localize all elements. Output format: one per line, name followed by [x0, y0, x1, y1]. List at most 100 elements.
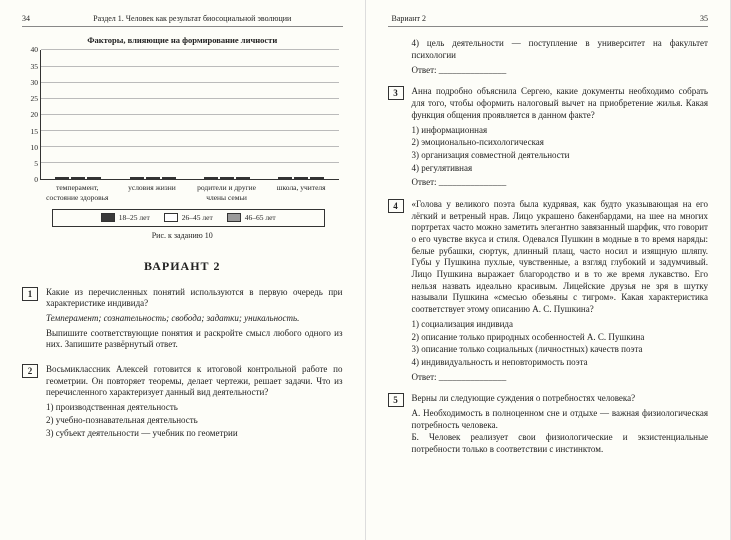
y-tick: 5 — [34, 159, 38, 169]
legend-label: 26–45 лет — [182, 213, 213, 223]
question-number-box: 4 — [388, 199, 404, 213]
question-number-box: 5 — [388, 393, 404, 407]
question-options: 1) социализация индивида 2) описание тол… — [412, 319, 709, 369]
bar — [220, 177, 234, 179]
question-options: 1) информационная 2) эмоционально-психол… — [412, 125, 709, 175]
question-4: 4 «Голова у великого поэта была кудрявая… — [388, 199, 709, 383]
legend-swatch — [227, 213, 241, 222]
y-tick: 0 — [34, 176, 38, 186]
option: 1) производственная деятельность — [46, 402, 343, 414]
question-body: «Голова у великого поэта была кудрявая, … — [412, 199, 709, 383]
bar — [278, 177, 292, 179]
question-body: Анна подробно объяснила Сергею, какие до… — [412, 86, 709, 189]
bar — [294, 177, 308, 179]
answer-line: Ответ: _______________ — [412, 372, 709, 384]
spacer — [388, 35, 404, 76]
question-number-box: 3 — [388, 86, 404, 100]
y-tick: 15 — [31, 127, 39, 137]
option: 1) социализация индивида — [412, 319, 709, 331]
question-text: Анна подробно объяснила Сергею, какие до… — [412, 86, 709, 121]
x-label: темперамент, состояние здоровья — [44, 183, 110, 203]
y-tick: 25 — [31, 94, 39, 104]
question-text: Какие из перечисленных понятий использую… — [46, 287, 343, 310]
question-2-cont: 4) цель деятельности — поступление в уни… — [388, 35, 709, 76]
question-body: Восьмиклассник Алексей готовится к итого… — [46, 364, 343, 440]
variant-title: ВАРИАНТ 2 — [22, 259, 343, 275]
page-number: 34 — [22, 14, 42, 24]
answer-line: Ответ: _______________ — [412, 177, 709, 189]
y-tick: 30 — [31, 78, 39, 88]
legend-item: 26–45 лет — [164, 213, 213, 223]
x-label: родители и другие члены семьи — [194, 183, 260, 203]
x-axis-labels: темперамент, состояние здоровья условия ж… — [40, 183, 339, 203]
answer-line: Ответ: _______________ — [412, 65, 709, 77]
question-options: 1) производственная деятельность 2) учеб… — [46, 402, 343, 439]
variant-label: Вариант 2 — [388, 14, 689, 24]
option: 4) цель деятельности — поступление в уни… — [412, 38, 709, 61]
question-2: 2 Восьмиклассник Алексей готовится к ито… — [22, 364, 343, 440]
option: 4) регулятивная — [412, 163, 709, 175]
figure-caption: Рис. к заданию 10 — [22, 231, 343, 241]
chart-title: Факторы, влияющие на формирование личнос… — [22, 35, 343, 46]
page-left: 34 Раздел 1. Человек как результат биосо… — [0, 0, 366, 540]
question-statements: А. Необходимость в полноценном сне и отд… — [412, 408, 709, 456]
question-1: 1 Какие из перечисленных понятий использ… — [22, 287, 343, 354]
bar — [71, 177, 85, 179]
question-body: Какие из перечисленных понятий использую… — [46, 287, 343, 354]
statement-b: Б. Человек реализует свои физиологически… — [412, 432, 709, 455]
option: 4) индивидуальность и неповторимость поэ… — [412, 357, 709, 369]
bar-group — [120, 177, 185, 179]
question-text: Восьмиклассник Алексей готовится к итого… — [46, 364, 343, 399]
statement-a: А. Необходимость в полноценном сне и отд… — [412, 408, 709, 431]
question-instruction: Выпишите соответствующие понятия и раскр… — [46, 328, 343, 351]
y-tick: 35 — [31, 62, 39, 72]
option: 1) информационная — [412, 125, 709, 137]
legend-swatch — [101, 213, 115, 222]
bar-group — [269, 177, 334, 179]
plot-area — [40, 50, 339, 180]
question-5: 5 Верны ли следующие суждения о потребно… — [388, 393, 709, 456]
bar — [55, 177, 69, 179]
question-3: 3 Анна подробно объяснила Сергею, какие … — [388, 86, 709, 189]
chart-legend: 18–25 лет 26–45 лет 46–65 лет — [52, 209, 325, 227]
bar — [236, 177, 250, 179]
page-header-left: 34 Раздел 1. Человек как результат биосо… — [22, 14, 343, 27]
option: 3) описание только социальных (личностны… — [412, 344, 709, 356]
page-header-right: 35 Вариант 2 — [388, 14, 709, 27]
question-text: Верны ли следующие суждения о потребност… — [412, 393, 709, 405]
y-axis: 0510152025303540 — [26, 50, 40, 180]
y-tick: 40 — [31, 46, 39, 56]
y-tick: 20 — [31, 111, 39, 121]
bar-chart: 0510152025303540 — [40, 50, 339, 180]
legend-item: 18–25 лет — [101, 213, 150, 223]
question-italic: Темперамент; сознательность; свобода; за… — [46, 313, 343, 325]
question-number-box: 2 — [22, 364, 38, 378]
section-title: Раздел 1. Человек как результат биосоциа… — [42, 14, 343, 24]
legend-item: 46–65 лет — [227, 213, 276, 223]
legend-label: 46–65 лет — [245, 213, 276, 223]
bar-group — [194, 177, 259, 179]
option: 3) организация совместной деятельности — [412, 150, 709, 162]
question-body: 4) цель деятельности — поступление в уни… — [412, 35, 709, 76]
bar — [162, 177, 176, 179]
question-number-box: 1 — [22, 287, 38, 301]
option: 2) описание только природных особенносте… — [412, 332, 709, 344]
bar — [146, 177, 160, 179]
legend-swatch — [164, 213, 178, 222]
option: 3) субъект деятельности — учебник по гео… — [46, 428, 343, 440]
bar — [204, 177, 218, 179]
legend-label: 18–25 лет — [119, 213, 150, 223]
page-right: 35 Вариант 2 4) цель деятельности — пост… — [366, 0, 731, 540]
question-text: «Голова у великого поэта была кудрявая, … — [412, 199, 709, 316]
bar — [310, 177, 324, 179]
option: 2) учебно-познавательная деятельность — [46, 415, 343, 427]
x-label: условия жизни — [119, 183, 185, 203]
option: 2) эмоционально-психологическая — [412, 137, 709, 149]
x-label: школа, учителя — [268, 183, 334, 203]
question-body: Верны ли следующие суждения о потребност… — [412, 393, 709, 456]
bar — [87, 177, 101, 179]
y-tick: 10 — [31, 143, 39, 153]
question-options: 4) цель деятельности — поступление в уни… — [412, 38, 709, 61]
page-number: 35 — [688, 14, 708, 24]
bar — [130, 177, 144, 179]
